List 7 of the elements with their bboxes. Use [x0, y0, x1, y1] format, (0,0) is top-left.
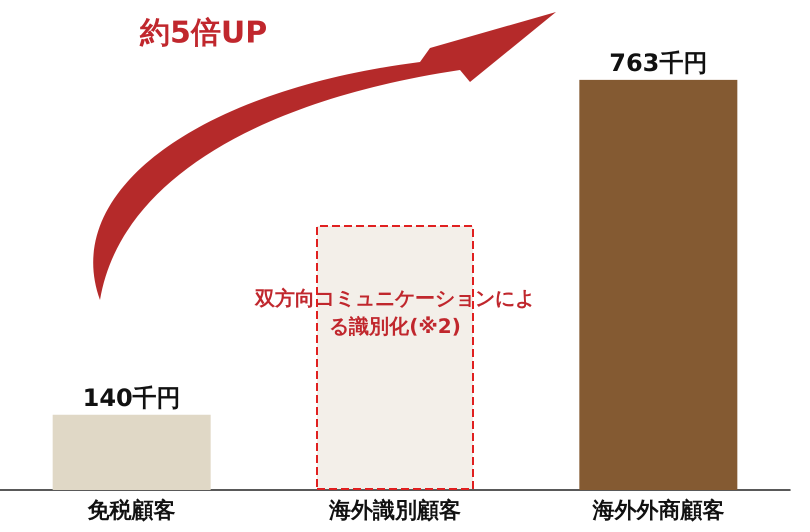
- x-tick-label: 海外識別顧客: [328, 498, 461, 524]
- data-label: 140千円: [82, 384, 181, 412]
- annotation: 双方向コミュニケーションによる識別化(※2): [254, 286, 535, 338]
- text: 約5倍UP: [139, 16, 268, 50]
- x-tick-label: 免税顧客: [86, 498, 176, 524]
- x-tick-label: 海外外商顧客: [591, 498, 724, 524]
- data-label: 763千円: [609, 48, 708, 77]
